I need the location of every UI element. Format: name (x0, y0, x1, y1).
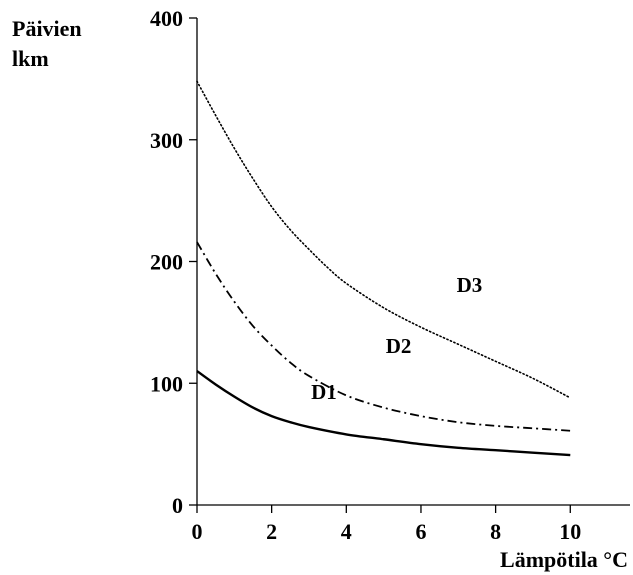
x-tick-label: 10 (559, 519, 581, 544)
series-lines (196, 80, 572, 457)
y-axis-ticks: 0 100 200 300 400 (150, 6, 197, 518)
y-tick-label: 200 (150, 250, 183, 275)
y-tick-label: 300 (150, 128, 183, 153)
axes (196, 18, 630, 506)
series-label-d2: D2 (386, 334, 412, 358)
x-tick-label: 8 (490, 519, 501, 544)
x-tick-label: 4 (341, 519, 352, 544)
y-axis-title-line-1: Päivien (12, 16, 82, 41)
x-tick-label: 2 (266, 519, 277, 544)
x-axis-title: Lämpötila °C (500, 547, 628, 572)
series-labels: D1 D2 D3 (311, 273, 482, 404)
series-label-d3: D3 (457, 273, 483, 297)
y-tick-label: 400 (150, 6, 183, 31)
series-line-d2 (196, 241, 571, 432)
y-tick-label: 0 (172, 493, 183, 518)
series-line-d3 (196, 80, 572, 399)
y-tick-label: 100 (150, 371, 183, 396)
series-label-d1: D1 (311, 380, 337, 404)
x-tick-label: 6 (415, 519, 426, 544)
series-line-d1 (196, 370, 571, 457)
y-axis-title-line-2: lkm (12, 46, 49, 71)
x-tick-label: 0 (192, 519, 203, 544)
x-axis-ticks: 0 2 4 6 8 10 (192, 505, 581, 544)
